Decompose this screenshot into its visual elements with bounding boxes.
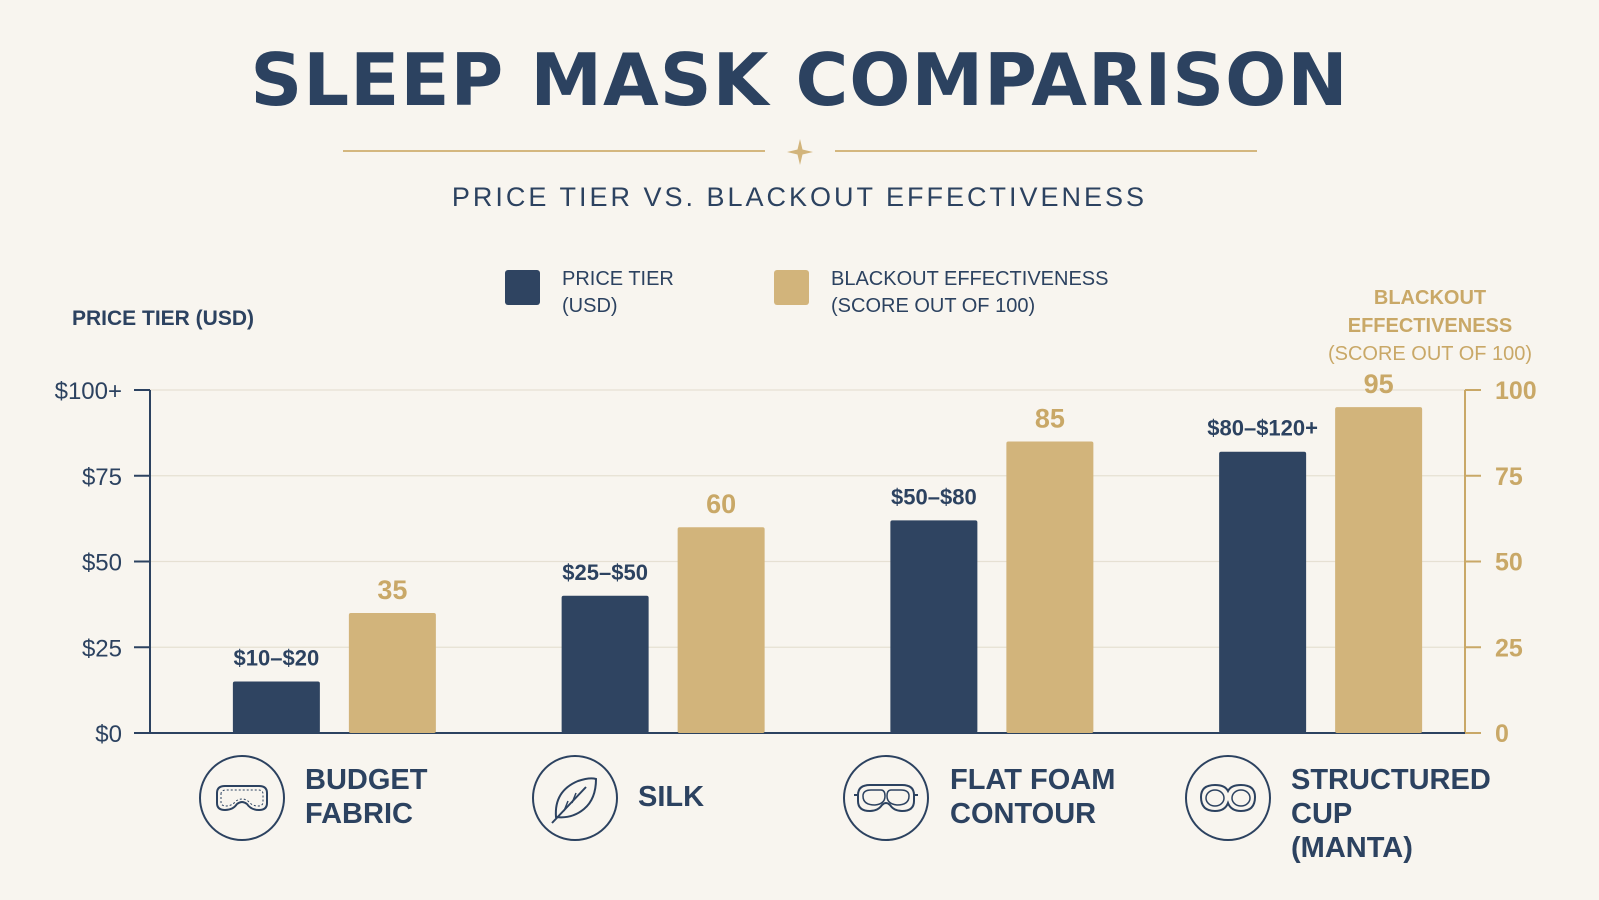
foam-mask-icon	[843, 755, 929, 841]
legend-blackout-line1: BLACKOUT EFFECTIVENESS	[831, 268, 1109, 290]
bar-blackout-label: 60	[706, 489, 736, 519]
legend-blackout-line2: (SCORE OUT OF 100)	[831, 295, 1036, 317]
category-2-line1: FLAT FOAM	[950, 764, 1116, 796]
legend-label-price: PRICE TIER (USD)	[562, 266, 892, 320]
bar-price	[232, 681, 320, 733]
right-axis-title-line2: (SCORE OUT OF 100)	[1327, 343, 1533, 365]
category-label-flat-foam-contour: FLAT FOAM CONTOUR	[950, 763, 1140, 831]
chart-subtitle: PRICE TIER VS. BLACKOUT EFFECTIVENESS	[451, 182, 1148, 212]
right-tick-label: 0	[1495, 720, 1509, 748]
legend-swatch-blackout	[774, 270, 809, 305]
right-axis-title-line1: BLACKOUT EFFECTIVENESS	[1347, 287, 1513, 337]
legend-price-line1: PRICE TIER	[562, 268, 674, 290]
category-3-line2: CUP (MANTA)	[1291, 798, 1413, 864]
legend-swatch-price	[505, 270, 540, 305]
right-tick-label: 25	[1495, 634, 1523, 662]
bar-price	[561, 595, 649, 733]
category-0-line2: FABRIC	[305, 798, 413, 830]
left-tick-label: $75	[82, 464, 122, 491]
bar-blackout-label: 95	[1364, 369, 1394, 399]
right-tick-label: 100	[1495, 377, 1537, 405]
mask-outline-icon	[199, 755, 285, 841]
bar-price-label: $10–$20	[234, 646, 320, 671]
bar-price-label: $50–$80	[891, 484, 977, 509]
bar-price-label: $80–$120+	[1207, 416, 1318, 441]
right-axis-title: BLACKOUT EFFECTIVENESS (SCORE OUT OF 100…	[1290, 284, 1570, 368]
leaf-icon	[532, 755, 618, 841]
right-tick-label: 75	[1495, 463, 1523, 491]
category-0-line1: BUDGET	[305, 764, 428, 796]
sparkle-icon	[786, 138, 814, 166]
chart-title: SLEEP MASK COMPARISON	[250, 38, 1349, 122]
category-label-budget-fabric: BUDGET FABRIC	[305, 763, 495, 831]
category-label-silk: SILK	[638, 780, 828, 814]
bar-blackout	[677, 527, 765, 733]
left-axis-title: PRICE TIER (USD)	[72, 307, 255, 330]
bar-blackout	[348, 612, 436, 733]
bar-price	[1219, 451, 1307, 733]
bar-blackout	[1006, 441, 1094, 733]
title-divider-left	[343, 150, 765, 152]
bar-blackout	[1335, 407, 1423, 733]
bar-price-label: $25–$50	[562, 560, 648, 585]
bar-price	[890, 520, 978, 733]
legend-price-line2: (USD)	[562, 295, 618, 317]
category-2-line2: CONTOUR	[950, 798, 1097, 830]
right-tick-label: 50	[1495, 549, 1523, 577]
category-3-line1: STRUCTURED	[1291, 764, 1491, 796]
left-tick-label: $0	[95, 721, 122, 748]
category-label-structured-cup: STRUCTURED CUP (MANTA)	[1291, 763, 1491, 865]
left-tick-label: $100+	[55, 378, 122, 405]
legend-label-blackout: BLACKOUT EFFECTIVENESS (SCORE OUT OF 100…	[831, 266, 1161, 320]
title-divider-right	[835, 150, 1257, 152]
cup-mask-icon	[1185, 755, 1271, 841]
left-tick-label: $50	[82, 550, 122, 577]
category-1-line1: SILK	[638, 781, 705, 813]
bar-blackout-label: 85	[1035, 403, 1065, 433]
bar-blackout-label: 35	[377, 575, 407, 605]
left-tick-label: $25	[82, 635, 122, 662]
